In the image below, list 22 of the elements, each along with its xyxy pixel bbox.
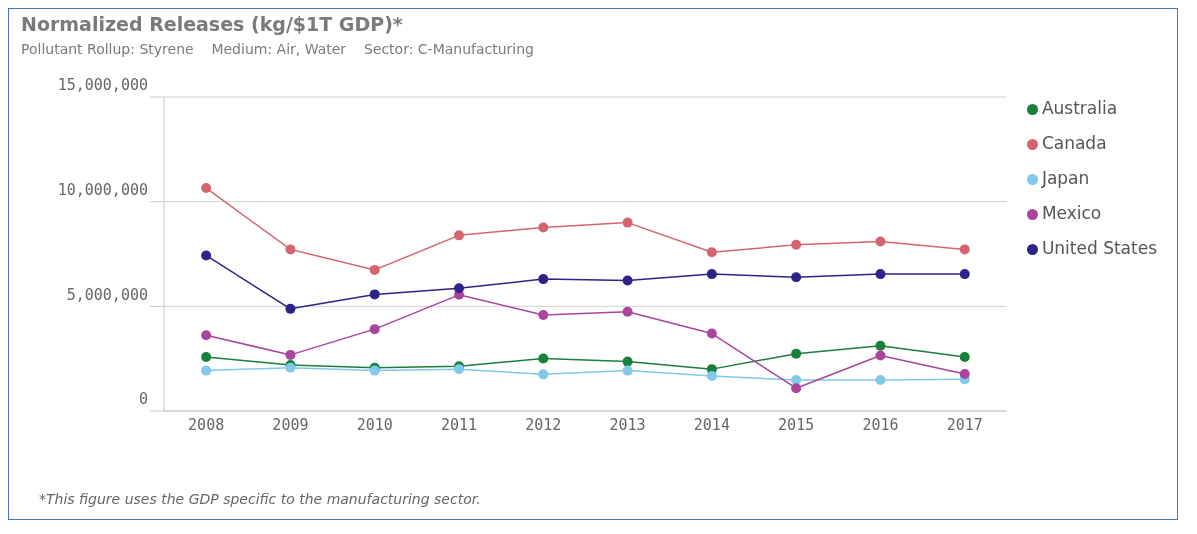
x-tick-label: 2011 bbox=[440, 415, 478, 434]
text: *This figure uses the GDP specific to the manufacturing sector. bbox=[39, 491, 481, 507]
x-tick-label: 2009 bbox=[272, 415, 309, 434]
x-tick-label: 2012 bbox=[525, 415, 562, 434]
x-tick-label: 2015 bbox=[778, 415, 815, 434]
chart-subtitle: Pollutant Rollup: Styrene Medium: Air, Water Sector: C-Manufacturing bbox=[21, 41, 535, 57]
x-tick-label: 2014 bbox=[693, 415, 730, 434]
x-tick-label: 2017 bbox=[946, 415, 983, 434]
legend-label: Mexico bbox=[1041, 203, 1102, 223]
y-tick-label: 5,000,000 bbox=[66, 285, 148, 304]
y-tick-label: 15,000,000 bbox=[57, 76, 148, 95]
legend-label: Japan bbox=[1041, 168, 1090, 188]
legend-label: Canada bbox=[1041, 133, 1107, 153]
x-tick-label: 2008 bbox=[188, 415, 225, 434]
chart-title: Normalized Releases (kg/$1T GDP)* bbox=[21, 13, 403, 35]
x-tick-label: 2010 bbox=[356, 415, 393, 434]
y-tick-label: 0 bbox=[138, 390, 148, 409]
x-tick-label: 2016 bbox=[862, 415, 899, 434]
legend-label: Australia bbox=[1041, 98, 1118, 118]
x-tick-label: 2013 bbox=[609, 415, 646, 434]
y-tick-label: 10,000,000 bbox=[57, 180, 148, 199]
legend-label: United States bbox=[1041, 238, 1157, 258]
